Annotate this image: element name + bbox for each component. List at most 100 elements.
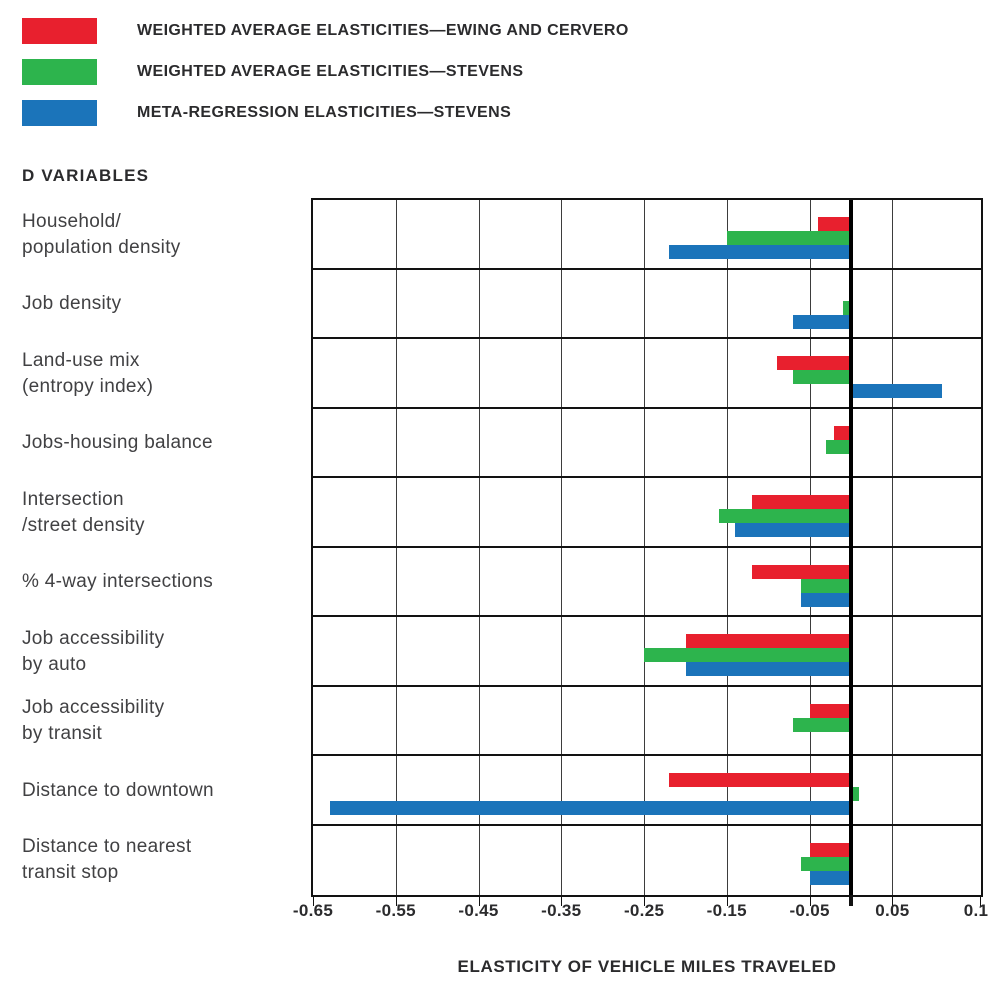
category-label: % 4-way intersections	[22, 548, 302, 618]
chart-row	[313, 409, 981, 478]
chart-rows	[313, 200, 981, 895]
category-label-line: transit stop	[22, 862, 119, 884]
category-label-line: (entropy index)	[22, 375, 154, 397]
category-label-line: population density	[22, 236, 181, 258]
x-tick-label: -0.35	[541, 901, 582, 920]
legend-label: WEIGHTED AVERAGE ELASTICITIES—EWING AND …	[137, 22, 629, 39]
bar-stevens-meta	[735, 523, 851, 537]
bar-ewing-cervero	[809, 842, 851, 857]
chart-row	[313, 756, 981, 826]
zero-line	[849, 200, 853, 895]
category-label-line: Job accessibility	[22, 627, 165, 649]
legend-swatch-green	[22, 59, 97, 85]
category-label-line: Job accessibility	[22, 697, 165, 719]
category-label: Distance to nearest transit stop	[22, 826, 302, 896]
axis-tick-zero	[849, 897, 853, 906]
category-label: Distance to downtown	[22, 756, 302, 826]
category-label: Intersection/street density	[22, 478, 302, 548]
axis-tick	[726, 897, 728, 906]
axis-tick	[313, 897, 314, 906]
chart-row	[313, 478, 981, 548]
category-label: Household/population density	[22, 200, 302, 270]
category-label: Job accessibility by transit	[22, 687, 302, 757]
bar-ewing-cervero	[668, 773, 851, 787]
chart-row	[313, 617, 981, 687]
bar-ewing-cervero	[685, 634, 851, 648]
category-label-line: by auto	[22, 653, 87, 675]
category-label-line: Job density	[22, 293, 122, 315]
axis-tick	[892, 897, 894, 906]
gridline	[561, 200, 563, 895]
bar-stevens-weighted	[842, 300, 851, 315]
bar-stevens-meta	[851, 384, 942, 398]
legend: WEIGHTED AVERAGE ELASTICITIES—EWING AND …	[22, 18, 629, 141]
bar-ewing-cervero	[751, 564, 851, 579]
category-label-line: by transit	[22, 723, 103, 745]
chart-row	[313, 270, 981, 339]
axis-tick	[395, 897, 397, 906]
bar-stevens-meta	[685, 662, 851, 676]
legend-label: META-REGRESSION ELASTICITIES—STEVENS	[137, 104, 512, 121]
gridline	[644, 200, 646, 895]
x-tick-label: 0.1	[963, 901, 989, 920]
bar-stevens-meta	[809, 870, 851, 885]
gridline	[892, 200, 894, 895]
x-tick-label: -0.45	[458, 901, 499, 920]
bar-stevens-weighted	[801, 856, 851, 871]
chart-row	[313, 339, 981, 409]
category-label-line: Land-use mix	[22, 349, 140, 371]
bar-ewing-cervero	[751, 495, 851, 509]
legend-item-ewing-cervero: WEIGHTED AVERAGE ELASTICITIES—EWING AND …	[22, 18, 629, 44]
axis-tick	[561, 897, 563, 906]
x-tick-label: -0.65	[292, 901, 334, 920]
category-label-line: /street density	[22, 514, 145, 536]
bar-stevens-meta	[668, 245, 851, 259]
category-label-line: Intersection	[22, 488, 124, 510]
x-axis-title: ELASTICITY OF VEHICLE MILES TRAVELED	[457, 957, 837, 976]
plot-area	[311, 198, 983, 906]
bar-stevens-weighted	[718, 509, 851, 523]
x-axis-labels: -0.65 -0.55 -0.45 -0.35 -0.25 -0.15 -0.05 0.05 0…	[293, 901, 988, 925]
category-label: Job accessibility by auto	[22, 617, 302, 687]
gridline	[809, 200, 811, 895]
category-labels: Household/population density Job density L…	[22, 200, 302, 895]
legend-label: WEIGHTED AVERAGE ELASTICITIES—STEVENS	[137, 63, 524, 80]
bar-stevens-weighted	[726, 231, 851, 245]
axis-tick	[478, 897, 480, 906]
category-label-line: Distance to downtown	[22, 779, 214, 801]
chart-row	[313, 687, 981, 756]
legend-item-stevens-meta: META-REGRESSION ELASTICITIES—STEVENS	[22, 100, 629, 126]
bar-stevens-weighted	[793, 370, 851, 384]
bar-stevens-weighted	[644, 648, 851, 662]
category-label: Land-use mix (entropy index)	[22, 339, 302, 409]
category-label-line: Household/	[22, 210, 122, 232]
category-label-line: Jobs-housing balance	[22, 432, 213, 454]
x-tick-label: -0.15	[706, 901, 747, 920]
bar-stevens-meta	[329, 801, 851, 815]
category-label: Job density	[22, 270, 302, 340]
bar-stevens-meta	[793, 314, 851, 329]
legend-swatch-blue	[22, 100, 97, 126]
chart-row	[313, 826, 981, 896]
bar-stevens-weighted	[851, 787, 860, 801]
bar-ewing-cervero	[809, 703, 851, 718]
category-label: Jobs-housing balance	[22, 409, 302, 479]
x-tick-label: -0.25	[623, 901, 665, 920]
category-label-line: % 4-way intersections	[22, 571, 214, 593]
gridline	[726, 200, 728, 895]
category-label-line: Distance to nearest	[22, 836, 192, 858]
bar-ewing-cervero	[776, 356, 851, 370]
bar-stevens-weighted	[826, 439, 851, 454]
chart-row	[313, 200, 981, 270]
bar-ewing-cervero	[834, 425, 851, 440]
x-tick-label: 0.05	[875, 901, 910, 920]
section-heading: D VARIABLES	[22, 166, 150, 185]
chart-row	[313, 548, 981, 617]
bar-stevens-weighted	[793, 717, 851, 732]
x-tick-label: -0.05	[789, 901, 830, 920]
axis-tick	[644, 897, 646, 906]
axis-tick-right	[980, 897, 981, 906]
x-tick-label: -0.55	[375, 901, 416, 920]
bar-stevens-meta	[801, 592, 851, 607]
